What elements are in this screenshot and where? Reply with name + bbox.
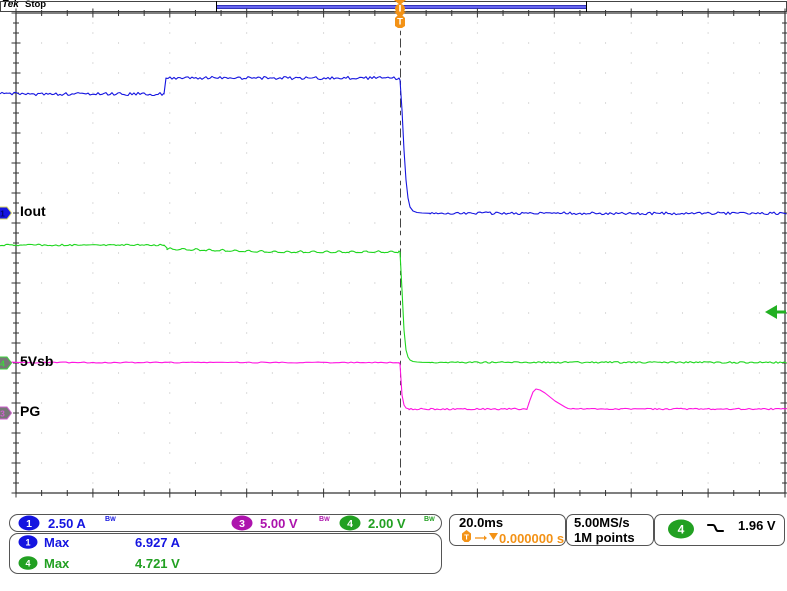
svg-text:4: 4 [678,523,685,537]
svg-text:T: T [464,533,469,542]
svg-text:3: 3 [239,518,245,530]
svg-text:1: 1 [26,518,32,530]
svg-text:1: 1 [0,209,5,219]
svg-text:4: 4 [0,359,5,369]
svg-text:3: 3 [0,409,5,419]
svg-text:4: 4 [347,518,353,530]
svg-text:T: T [397,17,403,28]
svg-text:1: 1 [25,538,30,548]
svg-text:4: 4 [25,559,30,569]
